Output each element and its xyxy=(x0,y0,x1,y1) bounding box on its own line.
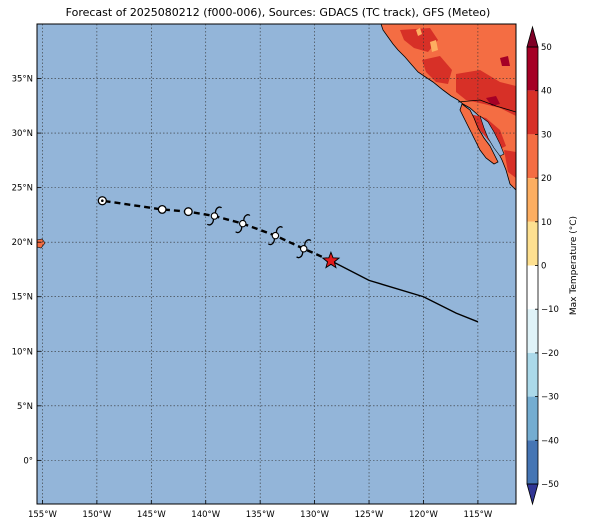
lon-tick-label: 145°W xyxy=(137,510,166,520)
colorbar-bin xyxy=(527,265,538,310)
colorbar-tick-label: 40 xyxy=(541,87,552,97)
colorbar-extend-max xyxy=(526,25,539,48)
colorbar-tick-label: −50 xyxy=(541,480,559,490)
lon-tick-label: 135°W xyxy=(246,510,275,520)
storm-circle-icon xyxy=(183,207,193,217)
colorbar-bin xyxy=(527,221,538,266)
land-hot-patch xyxy=(400,28,438,52)
colorbar-bin xyxy=(527,352,538,397)
land-hot-patch xyxy=(456,70,516,116)
colorbar-label: Max Temperature (°C) xyxy=(569,216,579,315)
hurricane-icon xyxy=(239,219,247,228)
lon-tick-label: 155°W xyxy=(28,510,57,520)
colorbar-bin xyxy=(527,309,538,353)
colorbar: 50 40 30 20 10 0 −10 −20 −30 −40 −50 Max Temperatur… xyxy=(526,25,579,506)
lat-tick-label: 15°N xyxy=(12,293,33,303)
land-hottest-patch xyxy=(486,96,500,106)
lat-tick-label: 25°N xyxy=(12,184,33,194)
border-line xyxy=(457,99,516,113)
land-hawaii xyxy=(37,238,46,249)
lat-tick-label: 30°N xyxy=(12,129,33,139)
land-baja xyxy=(459,103,499,165)
colorbar-bin xyxy=(527,90,538,135)
lon-tick-label: 120°W xyxy=(409,510,438,520)
colorbar-tick-label: −20 xyxy=(541,349,559,359)
land-warm-patch xyxy=(416,28,422,36)
colorbar-bin xyxy=(527,178,538,222)
map-frame xyxy=(36,23,517,505)
land-hot-patch xyxy=(422,56,452,84)
lat-tick-label: 5°N xyxy=(17,402,33,412)
lat-tick-label: 0° xyxy=(23,456,33,466)
hurricane-icon xyxy=(299,244,308,253)
lon-tick-label: 150°W xyxy=(82,510,111,520)
hurricane-arm xyxy=(275,226,283,233)
hurricane-arm xyxy=(214,206,223,214)
past-track-line xyxy=(330,260,479,323)
axis-ticks: 155°W 150°W 145°W 140°W 135°W 130°W 125°W 120°W… xyxy=(12,75,493,520)
land-hot-patch xyxy=(504,150,516,178)
hurricane-icon xyxy=(210,212,219,220)
colorbar-bin xyxy=(527,440,538,484)
colorbar-bin xyxy=(527,134,538,179)
hurricane-arm xyxy=(296,251,304,259)
hurricane-arm xyxy=(206,218,215,226)
land-warm-patch xyxy=(430,40,438,52)
colorbar-tick-label: 30 xyxy=(541,130,552,140)
colorbar-tick-label: 10 xyxy=(541,218,552,228)
colorbar-bin xyxy=(527,47,538,91)
hurricane-arm xyxy=(235,226,243,234)
gridlines xyxy=(37,24,516,504)
hurricane-arm xyxy=(267,238,276,246)
colorbar-tick-label: −10 xyxy=(541,305,559,315)
cyclone-track xyxy=(97,196,479,323)
lat-tick-label: 35°N xyxy=(12,75,33,85)
colorbar-tick-label: 0 xyxy=(541,262,546,272)
colorbar-bin xyxy=(527,396,538,441)
lon-tick-label: 125°W xyxy=(355,510,384,520)
colorbar-tick-label: −40 xyxy=(541,436,559,446)
storm-circle-icon xyxy=(157,205,167,214)
lat-tick-label: 10°N xyxy=(12,347,33,357)
land-hottest-patch xyxy=(500,56,510,66)
lon-tick-label: 115°W xyxy=(463,510,492,520)
hurricane-arm xyxy=(304,239,312,246)
lat-tick-label: 20°N xyxy=(12,238,33,248)
lon-tick-label: 140°W xyxy=(191,510,220,520)
colorbar-tick-label: −30 xyxy=(541,393,559,403)
ocean-background xyxy=(37,24,516,504)
hurricane-icon xyxy=(271,231,280,240)
hurricane-arm xyxy=(243,214,251,221)
current-position-star-icon xyxy=(321,250,341,269)
colorbar-tick-label: 50 xyxy=(541,43,552,53)
map-title: Forecast of 2025080212 (f000-006), Sourc… xyxy=(65,6,491,19)
colorbar-extend-min xyxy=(526,483,539,506)
storm-center-dot xyxy=(101,199,104,203)
lon-tick-label: 130°W xyxy=(300,510,329,520)
colorbar-tick-label: 20 xyxy=(541,174,552,184)
land-layer xyxy=(37,24,516,249)
